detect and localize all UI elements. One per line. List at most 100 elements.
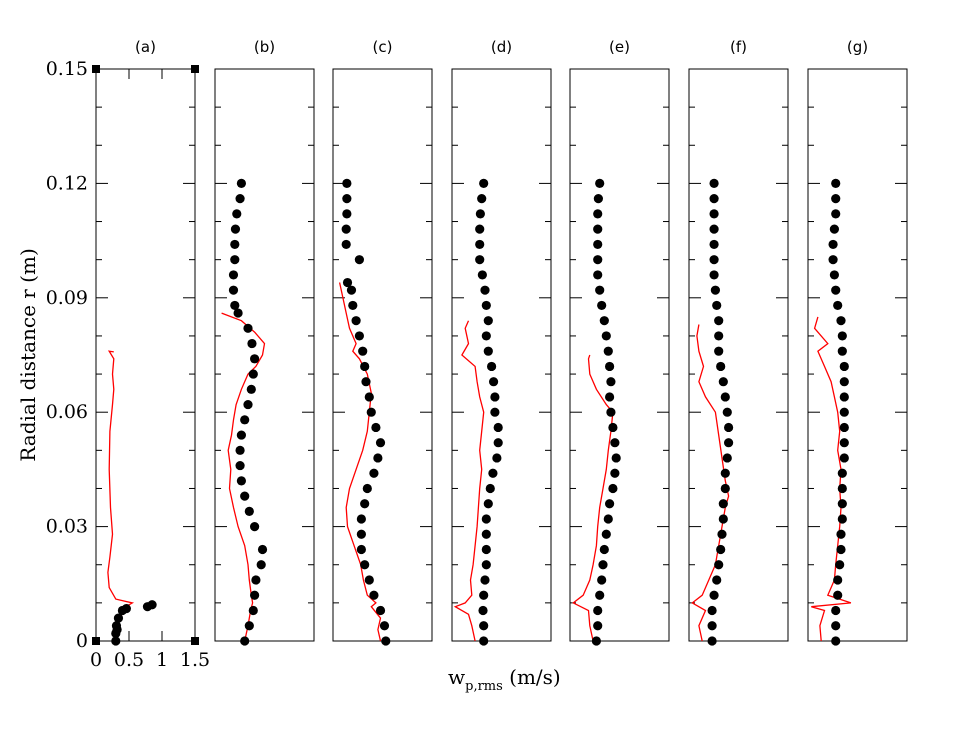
data-point: [606, 377, 616, 387]
data-point: [250, 590, 260, 600]
data-point: [493, 438, 503, 448]
data-point: [598, 560, 608, 570]
data-point: [593, 270, 603, 280]
data-point: [256, 560, 266, 570]
data-point: [341, 239, 351, 250]
data-point: [593, 224, 603, 234]
data-point: [375, 605, 386, 616]
y-tick-label: 0.15: [46, 58, 88, 80]
data-point: [712, 300, 722, 311]
data-point: [244, 506, 254, 516]
y-tick-label: 0.12: [46, 172, 88, 194]
data-point: [493, 422, 503, 433]
panel-g: (g): [807, 38, 908, 646]
data-point: [481, 331, 491, 341]
data-point: [371, 422, 381, 433]
data-point: [839, 438, 849, 448]
data-point: [593, 239, 603, 250]
data-point: [707, 621, 717, 631]
data-point: [593, 194, 603, 204]
panel-frame: [807, 68, 908, 642]
data-point: [610, 438, 620, 448]
data-point: [362, 483, 372, 494]
data-point: [593, 621, 603, 631]
data-point: [707, 605, 717, 616]
panel-a: (a) 0 0.5 1 1.5: [90, 38, 210, 671]
data-point: [485, 483, 495, 494]
data-point: [381, 636, 391, 646]
data-point: [346, 285, 357, 295]
data-point: [828, 239, 838, 250]
data-point: [837, 483, 847, 494]
data-point: [121, 603, 131, 614]
data-point: [836, 544, 846, 555]
data-point: [837, 499, 847, 509]
data-point: [236, 178, 246, 188]
x-axis-label-main: w: [448, 665, 465, 689]
data-point: [480, 285, 490, 295]
data-point: [603, 514, 613, 524]
data-point: [235, 460, 245, 471]
data-point: [720, 392, 730, 402]
data-point: [833, 590, 843, 600]
data-point: [142, 602, 153, 612]
data-point: [724, 438, 734, 448]
data-point: [244, 621, 254, 631]
data-point: [591, 636, 602, 646]
y-tick-label: 0.06: [46, 401, 88, 423]
data-point: [364, 575, 374, 585]
data-point: [360, 499, 370, 509]
data-point: [839, 377, 849, 387]
panel-title: (d): [491, 38, 512, 56]
data-point: [360, 560, 370, 570]
panel-frame: [569, 68, 670, 642]
x-axis-label-sub: p,rms: [465, 679, 503, 694]
data-point: [230, 239, 240, 250]
data-point: [710, 285, 721, 295]
data-point: [369, 468, 379, 478]
panel-frame: [95, 68, 196, 642]
data-point: [250, 522, 260, 532]
data-point: [354, 255, 364, 265]
data-point: [839, 453, 849, 463]
x-axis-label-unit: (m/s): [503, 665, 561, 689]
data-point: [593, 605, 603, 616]
data-point: [597, 300, 607, 311]
data-point: [722, 453, 732, 463]
panel-title: (g): [847, 38, 868, 56]
data-point: [601, 331, 611, 341]
panel-frame: [688, 68, 789, 642]
corner-marker: [191, 637, 199, 645]
data-point: [599, 544, 609, 555]
data-point: [839, 392, 849, 402]
data-point: [478, 605, 488, 616]
data-point: [240, 491, 250, 501]
data-point: [348, 300, 358, 311]
data-point: [716, 361, 726, 372]
data-point: [250, 354, 260, 364]
panel-frame: [332, 68, 433, 642]
data-point: [718, 514, 728, 524]
data-point: [240, 415, 250, 425]
data-point: [111, 636, 121, 646]
data-point: [257, 544, 268, 555]
data-point: [610, 468, 620, 478]
data-point: [831, 605, 841, 616]
y-tick-label: 0.03: [46, 516, 88, 538]
data-point: [837, 346, 847, 356]
panels-group: 0 0.03 0.06 0.09 0.12 0.15 (a) 0 0.5 1 1.5 (b) (c) (d…: [46, 38, 908, 671]
data-point: [356, 514, 366, 524]
data-point: [831, 285, 841, 295]
data-point: [356, 544, 366, 555]
panel-f: (f): [688, 38, 789, 646]
panel-b: (b): [214, 38, 315, 646]
data-point: [483, 316, 493, 326]
data-point: [477, 194, 487, 204]
data-point: [379, 621, 390, 631]
data-point: [714, 316, 724, 326]
data-point: [228, 285, 239, 295]
data-point: [611, 453, 621, 463]
data-point: [707, 636, 717, 646]
data-point: [479, 590, 489, 600]
x-axis-label: wp,rms (m/s): [448, 665, 561, 694]
